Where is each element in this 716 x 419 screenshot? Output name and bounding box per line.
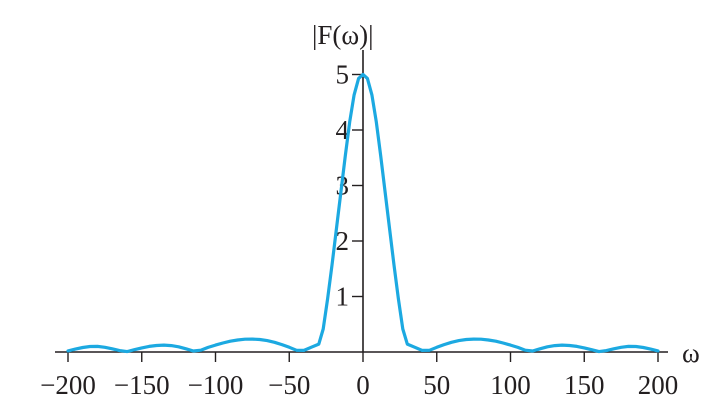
x-axis-label: ω	[682, 338, 700, 368]
x-tick-label: −100	[188, 370, 244, 400]
axes	[55, 50, 668, 353]
x-tick-label: 100	[490, 370, 531, 400]
x-tick-label: −200	[40, 370, 96, 400]
y-axis-label: |F(ω)|	[312, 20, 374, 50]
x-ticks: −200 −150 −100 −50 0 50 100 150 200	[40, 352, 678, 400]
series-line	[66, 72, 660, 354]
series-layer	[66, 72, 660, 354]
y-tick-label: 1	[336, 282, 350, 312]
y-tick-label: 4	[336, 115, 350, 145]
x-tick-label: −150	[114, 370, 170, 400]
x-tick-label: 150	[564, 370, 605, 400]
x-tick-label: 0	[356, 370, 370, 400]
y-tick-label: 5	[336, 60, 350, 90]
x-tick-label: −50	[268, 370, 310, 400]
x-tick-label: 200	[638, 370, 679, 400]
y-tick-label: 2	[336, 226, 350, 256]
x-tick-label: 50	[423, 370, 450, 400]
